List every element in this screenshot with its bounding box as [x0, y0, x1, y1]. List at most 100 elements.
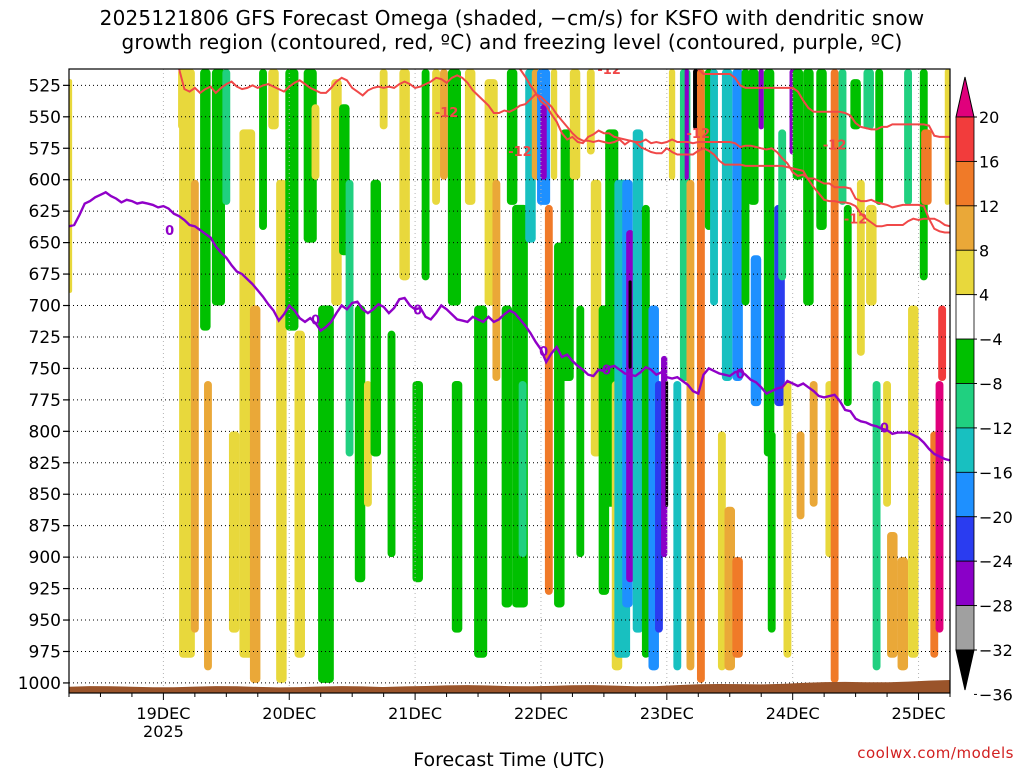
- pressure-tick-label: 725: [29, 328, 61, 348]
- colorbar-label: −20: [979, 508, 1013, 527]
- colorbar-swatch-10: [955, 516, 975, 562]
- pressure-tick-label: 925: [29, 580, 61, 600]
- omega-cell-99: [843, 204, 852, 407]
- pressure-tick-label: 825: [29, 454, 61, 474]
- omega-cell-80: [732, 557, 743, 658]
- omega-cell-73: [696, 69, 705, 683]
- pressure-tick-label: 600: [29, 171, 61, 191]
- omega-cell-104: [875, 69, 884, 205]
- colorbar-swatch-11: [955, 560, 975, 606]
- omega-cell-32: [447, 69, 461, 306]
- colorbar-swatch-2: [955, 161, 975, 207]
- omega-cell-76: [717, 431, 726, 671]
- omega-shading: [69, 69, 950, 683]
- dgz-contour-label: -12: [687, 127, 711, 142]
- colorbar-swatch-9: [955, 471, 975, 518]
- pressure-tick-label: 1000: [18, 674, 61, 694]
- colorbar-label: −32: [979, 641, 1013, 660]
- omega-cell-28: [412, 381, 423, 583]
- omega-cell-35: [474, 305, 488, 658]
- pressure-tick-label: 650: [29, 234, 61, 254]
- pressure-tick-label: 850: [29, 485, 61, 505]
- colorbar-swatch-4: [955, 249, 975, 296]
- omega-cell-8: [228, 431, 240, 633]
- omega-cell-17: [311, 104, 320, 180]
- time-tick-label: 21DEC: [388, 704, 442, 723]
- omega-cell-71: [686, 179, 695, 671]
- omega-cell-22: [354, 305, 366, 583]
- omega-cell-34: [464, 69, 476, 205]
- colorbar-swatch-6: [955, 338, 975, 384]
- pressure-tick-label: 700: [29, 297, 61, 317]
- omega-cell-41: [518, 381, 527, 558]
- pressure-tick-label: 950: [29, 611, 61, 631]
- pressure-tick-label: 525: [29, 76, 61, 96]
- omega-cell-100: [850, 79, 861, 130]
- pressure-tick-label: 750: [29, 359, 61, 379]
- omega-cell-61: [632, 129, 644, 633]
- colorbar-swatch-7: [955, 383, 975, 429]
- omega-cell-101: [856, 179, 865, 356]
- omega-cell-10: [249, 305, 261, 683]
- colorbar-label: 4: [979, 286, 989, 305]
- omega-cell-66: [665, 381, 669, 507]
- omega-cell-84: [758, 69, 764, 130]
- omega-cell-27: [399, 69, 410, 281]
- colorbar-label: −8: [979, 375, 1003, 394]
- omega-cell-39: [506, 69, 518, 205]
- colorbar-top-arrow: [955, 76, 975, 118]
- omega-cell-115: [872, 381, 881, 671]
- pressure-tick-label: 625: [29, 202, 61, 222]
- freezing-level-label: 0: [311, 313, 320, 328]
- omega-cell-21: [345, 179, 354, 457]
- time-tick-year-label: 2025: [143, 722, 184, 741]
- colorbar-label: −16: [979, 463, 1013, 482]
- omega-cell-37: [492, 179, 501, 381]
- omega-cell-23: [363, 381, 372, 507]
- omega-cell-31: [440, 69, 448, 180]
- colorbar: 20 16 12 8 4 −4 −8 −12 −16 −20 −24 −28 −32 −36: [955, 76, 1013, 704]
- time-tick-label: 23DEC: [640, 704, 694, 723]
- time-tick-label: 25DEC: [892, 704, 946, 723]
- omega-cell-49: [560, 129, 574, 381]
- terrain-ground: [69, 679, 950, 693]
- omega-cell-11: [259, 69, 267, 231]
- omega-cell-105: [887, 531, 898, 658]
- omega-cell-15: [294, 330, 305, 658]
- omega-cell-0: [69, 79, 73, 293]
- omega-cell-26: [387, 330, 396, 558]
- colorbar-label: −28: [979, 597, 1013, 616]
- freezing-level-label: 0: [602, 364, 611, 379]
- dgz-contour-label: -12: [597, 63, 621, 78]
- pressure-tick-label: 775: [29, 391, 61, 411]
- freezing-level-label: 0: [413, 303, 422, 318]
- time-tick-label: 22DEC: [514, 704, 568, 723]
- omega-cell-3: [190, 179, 199, 633]
- source-credit[interactable]: coolwx.com/models: [857, 744, 1014, 762]
- omega-cell-7: [222, 69, 231, 205]
- omega-cell-88: [778, 129, 787, 281]
- pressure-tick-label: 875: [29, 517, 61, 537]
- dgz-contour-2: [697, 69, 950, 138]
- pressure-tick-label: 575: [29, 139, 61, 159]
- omega-cell-75: [710, 69, 718, 306]
- omega-cell-106: [897, 557, 909, 671]
- chart-title: 2025121806 GFS Forecast Omega (shaded, −…: [0, 6, 1024, 54]
- omega-cell-107: [904, 69, 912, 205]
- pressure-tick-label: 675: [29, 265, 61, 285]
- omega-cell-60: [628, 280, 632, 369]
- omega-cell-93: [803, 69, 814, 306]
- omega-cell-64: [655, 381, 663, 633]
- freezing-level-label: 0: [736, 367, 745, 382]
- grid-lines: [69, 69, 950, 693]
- omega-cell-33: [451, 381, 463, 633]
- time-tick-label: 20DEC: [262, 704, 316, 723]
- omega-cell-50: [569, 69, 581, 180]
- omega-cell-59: [626, 230, 635, 583]
- omega-cell-29: [421, 69, 430, 281]
- omega-cell-85: [763, 69, 775, 457]
- omega-cell-113: [938, 305, 947, 381]
- time-tick-label: 19DEC: [136, 704, 190, 723]
- omega-cell-47: [550, 69, 558, 180]
